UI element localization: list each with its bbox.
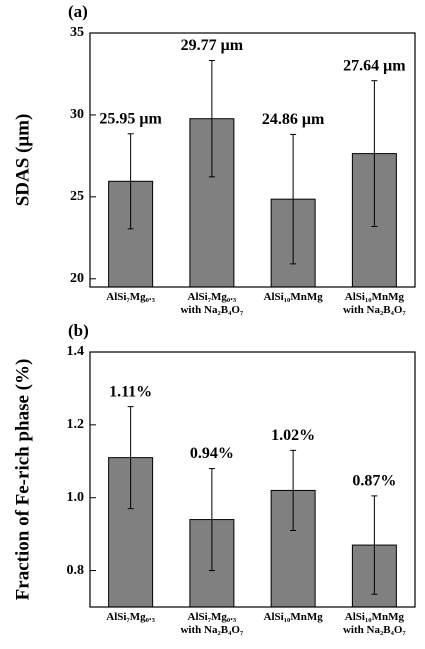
x-tick-label: AlSi₁₀MnMg with Na₂B₄O₇ [342, 611, 406, 636]
value-label: 0.94% [190, 445, 234, 462]
plot-frame [89, 32, 416, 288]
x-tick-label: AlSi₇Mg₀.₃ with Na₂B₄O₇ [180, 291, 244, 316]
y-tick-label: 1.4 [67, 344, 85, 359]
y-axis-title: Fraction of Fe-rich phase (%) [12, 359, 33, 601]
plot-frame [89, 351, 416, 608]
x-tick-label: AlSi₁₀MnMg [263, 611, 323, 623]
x-tick-label: AlSi₁₀MnMg with Na₂B₄O₇ [342, 291, 406, 316]
x-tick-label: AlSi₇Mg₀.₃ [106, 611, 155, 623]
y-tick-label: 0.8 [67, 563, 85, 578]
x-tick-label: AlSi₇Mg₀.₃ [106, 291, 155, 303]
value-label: 1.02% [271, 427, 315, 444]
x-tick-label: AlSi₇Mg₀.₃ with Na₂B₄O₇ [180, 611, 244, 636]
value-label: 25.95 μm [99, 110, 162, 127]
x-tick-label: AlSi₁₀MnMg [263, 291, 323, 303]
panel-label: (a) [68, 2, 88, 21]
y-tick-label: 35 [70, 25, 84, 40]
value-label: 27.64 μm [343, 57, 406, 74]
y-tick-label: 1.2 [67, 417, 85, 432]
y-tick-label: 1.0 [67, 490, 85, 505]
y-tick-label: 30 [70, 107, 84, 122]
y-axis-title: SDAS (μm) [12, 114, 33, 207]
value-label: 24.86 μm [262, 111, 325, 128]
value-label: 1.11% [109, 383, 152, 400]
y-tick-label: 25 [70, 189, 84, 204]
y-tick-label: 20 [70, 271, 84, 286]
value-label: 0.87% [352, 473, 396, 490]
panel-label: (b) [68, 321, 89, 340]
value-label: 29.77 μm [181, 37, 244, 54]
